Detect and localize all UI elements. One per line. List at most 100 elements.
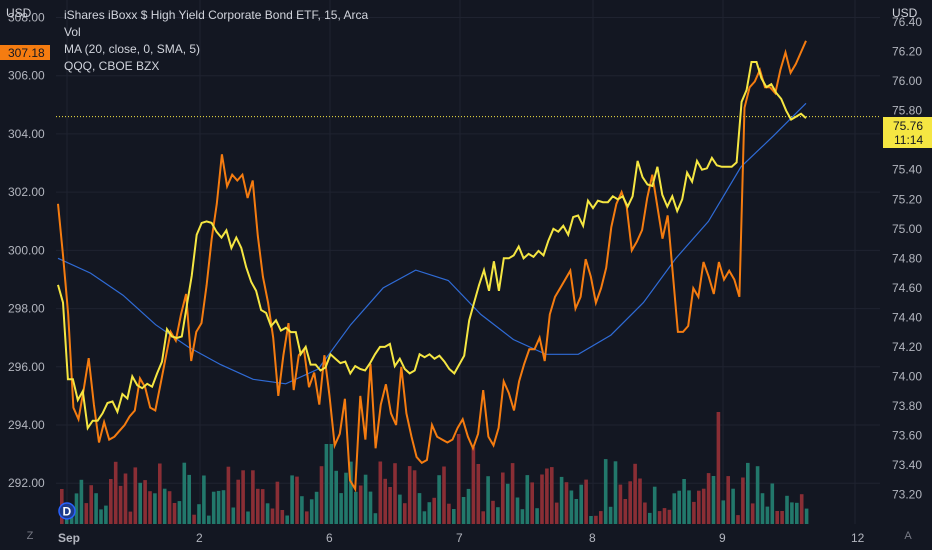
volume-bar xyxy=(505,483,510,524)
volume-bar xyxy=(339,493,343,524)
right-tick-label: 76.20 xyxy=(892,45,922,59)
timezone-button[interactable]: Z xyxy=(26,530,34,542)
volume-bar xyxy=(643,502,647,524)
volume-bar xyxy=(545,468,549,524)
volume-bar xyxy=(662,508,667,524)
volume-bar xyxy=(603,459,608,524)
volume-bar xyxy=(211,491,216,524)
volume-bar xyxy=(358,485,363,524)
volume-bar xyxy=(319,466,324,524)
volume-bar xyxy=(447,503,451,524)
x-tick-label: 8 xyxy=(589,531,596,545)
legend-title[interactable]: iShares iBoxx $ High Yield Corporate Bon… xyxy=(64,8,369,22)
right-tick-label: 74.80 xyxy=(892,251,922,265)
volume-bar xyxy=(241,470,245,524)
volume-bar xyxy=(613,461,618,524)
volume-bar xyxy=(716,412,721,524)
volume-bar xyxy=(657,511,662,524)
volume-bar xyxy=(525,475,530,524)
volume-bar xyxy=(589,516,593,524)
right-tick-label: 73.60 xyxy=(892,428,922,442)
axis-labels: 292.00 294.00 296.00 298.00 300.00 302.00 304.… xyxy=(8,10,922,545)
volume-bar xyxy=(373,513,378,524)
volume-bar xyxy=(550,467,554,524)
volume-bar xyxy=(628,481,632,524)
volume-bar xyxy=(481,511,485,524)
volume-bar xyxy=(540,474,544,524)
volume-bar xyxy=(221,490,226,524)
right-tick-label: 74.00 xyxy=(892,369,922,383)
x-tick-label: 7 xyxy=(456,531,463,545)
qqq-line xyxy=(57,40,807,493)
volume-bar xyxy=(496,507,500,524)
volume-bar xyxy=(118,485,123,524)
volume-bar xyxy=(113,461,118,524)
x-tick-label: Sep xyxy=(58,531,80,545)
volume-bars xyxy=(60,412,809,524)
volume-bar xyxy=(334,470,338,524)
volume-bar xyxy=(427,502,432,524)
x-tick-label: 12 xyxy=(851,531,865,545)
volume-bar xyxy=(476,464,481,524)
volume-bar xyxy=(804,508,809,524)
volume-bar xyxy=(162,488,167,524)
volume-bar xyxy=(231,507,236,524)
volume-bar xyxy=(461,497,466,524)
right-tick-label: 73.40 xyxy=(892,458,922,472)
right-tick-label: 75.80 xyxy=(892,104,922,118)
volume-bar xyxy=(775,511,779,524)
volume-bar xyxy=(574,499,579,524)
legend-volume[interactable]: Vol xyxy=(64,25,81,39)
volume-bar xyxy=(594,515,598,524)
volume-bar xyxy=(765,506,770,524)
volume-bar xyxy=(275,481,280,524)
volume-bar xyxy=(755,466,760,524)
volume-bar xyxy=(623,499,628,524)
moving-average-line xyxy=(57,102,807,385)
x-tick-label: 6 xyxy=(326,531,333,545)
legend-moving-average[interactable]: MA (20, close, 0, SMA, 5) xyxy=(64,42,201,56)
volume-bar xyxy=(417,493,422,524)
volume-bar xyxy=(486,476,490,524)
volume-bar xyxy=(393,463,397,524)
volume-bar xyxy=(167,491,172,524)
volume-bar xyxy=(466,488,471,524)
volume-bar xyxy=(128,511,133,524)
volume-bar xyxy=(652,486,657,524)
volume-bar xyxy=(564,482,569,524)
volume-bar xyxy=(780,511,784,524)
volume-bar xyxy=(785,495,789,524)
volume-bar xyxy=(265,503,270,524)
volume-bar xyxy=(94,493,98,524)
volume-bar xyxy=(701,488,706,524)
volume-bar xyxy=(251,470,255,524)
volume-bar xyxy=(407,466,412,524)
hyg-last-price-badge xyxy=(883,117,932,148)
left-tick-label: 300.00 xyxy=(8,243,45,257)
volume-bar xyxy=(456,434,461,524)
left-tick-label: 296.00 xyxy=(8,360,45,374)
auto-scale-button[interactable]: A xyxy=(904,530,912,542)
volume-bar xyxy=(726,476,730,524)
volume-bar xyxy=(648,512,652,524)
left-axis-unit: USD xyxy=(6,6,32,20)
dividend-marker-label: D xyxy=(63,505,72,519)
volume-bar xyxy=(584,479,588,524)
volume-bar xyxy=(672,493,677,524)
x-tick-label: 2 xyxy=(196,531,203,545)
volume-bar xyxy=(731,488,735,524)
left-tick-label: 294.00 xyxy=(8,418,45,432)
volume-bar xyxy=(158,463,162,524)
volume-bar xyxy=(388,487,392,524)
volume-bar xyxy=(133,467,138,524)
volume-bar xyxy=(368,491,373,524)
volume-bar xyxy=(172,503,177,524)
volume-bar xyxy=(569,490,574,524)
volume-bar xyxy=(148,491,152,524)
volume-bar xyxy=(363,474,368,524)
right-tick-label: 76.00 xyxy=(892,74,922,88)
legend-compare-symbol[interactable]: QQQ, CBOE BZX xyxy=(64,59,160,73)
volume-bar xyxy=(432,497,436,524)
right-axis-unit: USD xyxy=(892,6,918,20)
